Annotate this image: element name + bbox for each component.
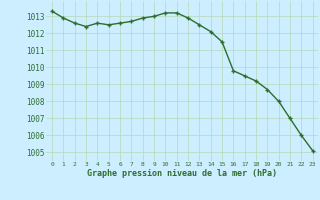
X-axis label: Graphe pression niveau de la mer (hPa): Graphe pression niveau de la mer (hPa) [87,169,277,178]
